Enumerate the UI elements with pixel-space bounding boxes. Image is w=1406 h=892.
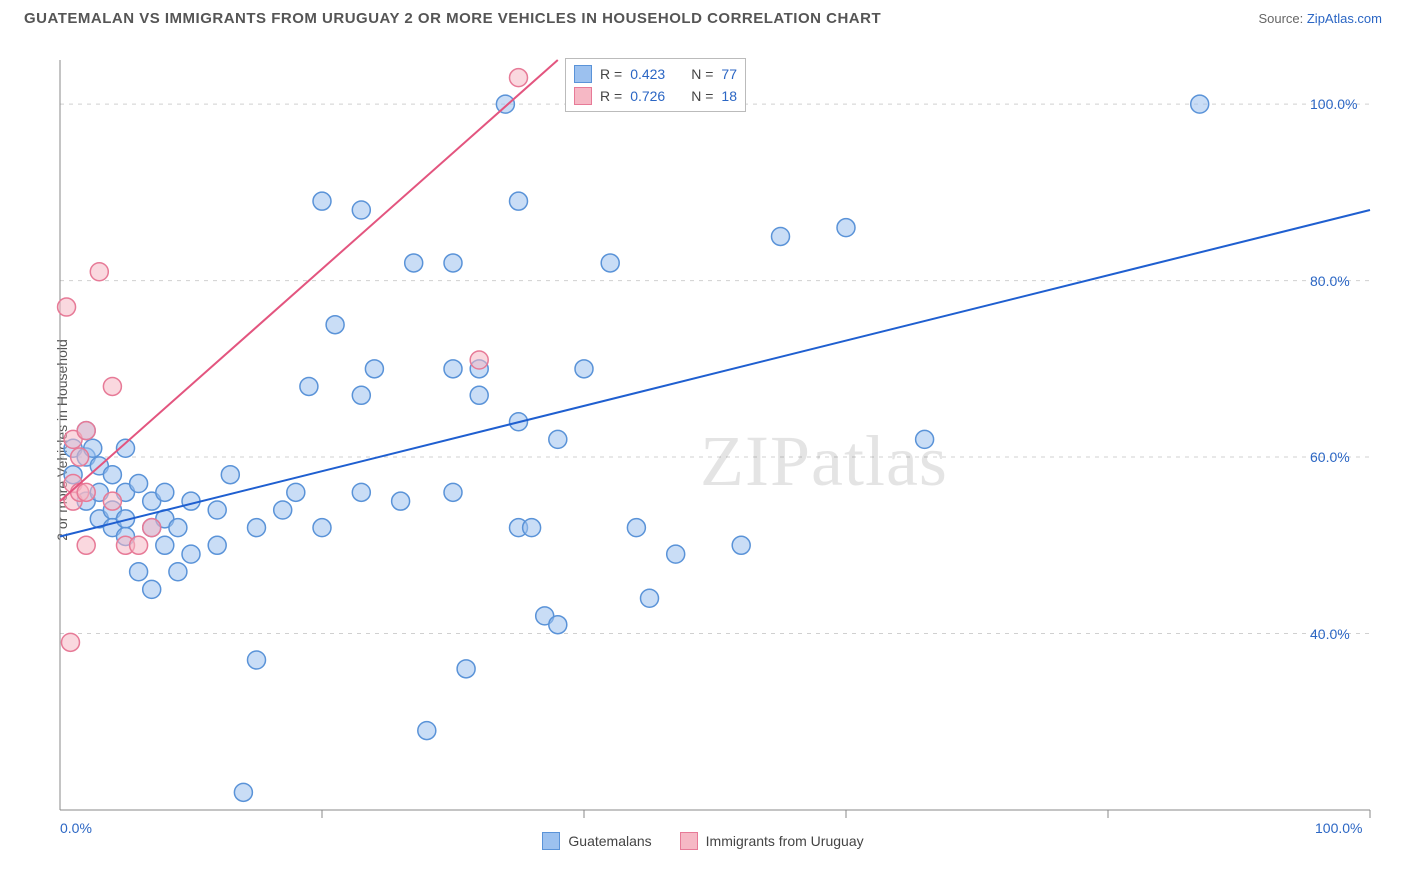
legend-r-label: R = [600, 66, 622, 82]
legend-r-value: 0.726 [630, 88, 665, 104]
legend-row: R = 0.423 N = 77 [574, 63, 737, 85]
legend-n-value: 77 [721, 66, 737, 82]
y-tick-label: 40.0% [1310, 626, 1350, 642]
legend-row: R = 0.726 N = 18 [574, 85, 737, 107]
series-name: Immigrants from Uruguay [706, 833, 864, 849]
x-tick-label: 0.0% [60, 820, 92, 836]
series-legend: Guatemalans Immigrants from Uruguay [0, 832, 1406, 850]
y-tick-label: 100.0% [1310, 96, 1357, 112]
legend-swatch [680, 832, 698, 850]
x-tick-label: 100.0% [1315, 820, 1362, 836]
legend-swatch [574, 87, 592, 105]
y-tick-label: 80.0% [1310, 273, 1350, 289]
scatter-plot: 2 or more Vehicles in Household [50, 50, 1380, 830]
legend-swatch [542, 832, 560, 850]
source-prefix: Source: [1258, 11, 1306, 26]
chart-header: GUATEMALAN VS IMMIGRANTS FROM URUGUAY 2 … [0, 0, 1406, 33]
series-name: Guatemalans [568, 833, 651, 849]
chart-title: GUATEMALAN VS IMMIGRANTS FROM URUGUAY 2 … [24, 10, 881, 27]
y-tick-label: 60.0% [1310, 449, 1350, 465]
legend-r-value: 0.423 [630, 66, 665, 82]
legend-r-label: R = [600, 88, 622, 104]
legend-n-label: N = [691, 88, 713, 104]
legend-n-value: 18 [721, 88, 737, 104]
source-attribution: Source: ZipAtlas.com [1258, 11, 1382, 26]
correlation-legend: R = 0.423 N = 77 R = 0.726 N = 18 [565, 58, 746, 112]
legend-swatch [574, 65, 592, 83]
series-legend-item: Immigrants from Uruguay [680, 832, 864, 850]
legend-n-label: N = [691, 66, 713, 82]
series-legend-item: Guatemalans [542, 832, 651, 850]
source-link[interactable]: ZipAtlas.com [1307, 11, 1382, 26]
chart-svg [50, 50, 1380, 830]
